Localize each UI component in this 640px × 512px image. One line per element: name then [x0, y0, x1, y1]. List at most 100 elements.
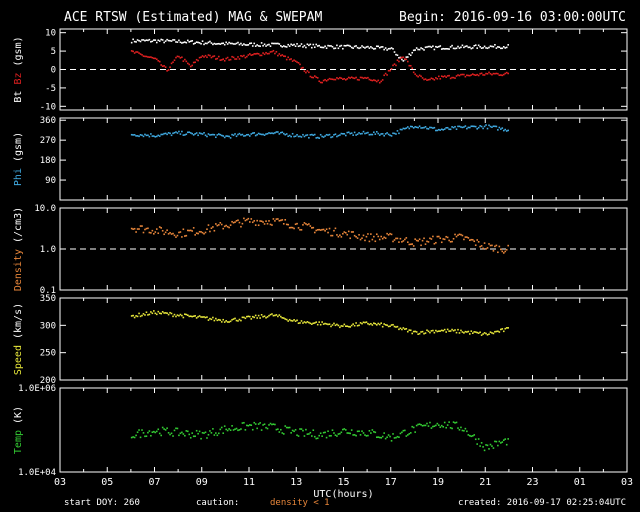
data-point-temp — [343, 428, 346, 430]
data-point-bz — [497, 72, 499, 75]
data-point-bz — [396, 59, 399, 62]
data-point-bt — [182, 41, 185, 44]
data-point-speed — [141, 314, 143, 317]
data-point-density — [424, 243, 427, 245]
data-point-speed — [483, 332, 486, 334]
data-point-density — [280, 219, 282, 222]
data-point-speed — [240, 319, 242, 322]
data-point-bt — [209, 40, 211, 43]
data-point-speed — [396, 325, 399, 328]
data-point-bz — [169, 66, 171, 68]
data-point-temp — [319, 432, 322, 435]
data-point-bz — [278, 53, 281, 55]
data-point-bt — [263, 43, 266, 46]
data-point-density — [260, 220, 263, 223]
data-point-bt — [418, 48, 421, 51]
data-point-density — [349, 237, 352, 240]
data-point-speed — [200, 316, 202, 318]
data-point-bz — [288, 58, 291, 61]
data-point-phi — [373, 131, 375, 134]
data-point-density — [181, 236, 183, 238]
data-point-bt — [477, 44, 480, 47]
data-point-density — [192, 227, 195, 229]
data-point-phi — [470, 125, 473, 128]
data-point-density — [466, 236, 468, 238]
data-point-phi — [432, 127, 434, 129]
data-point-speed — [247, 315, 250, 318]
data-point-speed — [293, 319, 295, 321]
data-point-speed — [408, 329, 411, 331]
data-point-bt — [253, 42, 256, 45]
data-point-speed — [371, 324, 374, 326]
data-point-bz — [316, 77, 319, 79]
data-point-bz — [263, 53, 266, 56]
y-tick-label: 10.0 — [34, 204, 56, 214]
data-point-bt — [226, 43, 229, 45]
data-point-bz — [309, 75, 312, 78]
data-point-density — [130, 227, 133, 230]
data-point-phi — [161, 133, 164, 136]
data-point-bz — [364, 76, 366, 79]
data-point-phi — [467, 126, 470, 129]
data-point-density — [141, 225, 143, 227]
data-point-temp — [325, 436, 328, 439]
data-point-bz — [436, 77, 439, 80]
data-point-phi — [256, 133, 258, 136]
data-point-density — [282, 223, 285, 225]
data-point-bt — [507, 44, 509, 46]
data-point-bz — [392, 64, 394, 67]
data-point-bt — [423, 49, 425, 51]
data-point-bz — [253, 53, 256, 55]
data-point-density — [423, 237, 425, 240]
data-point-phi — [364, 132, 366, 135]
data-point-phi — [157, 134, 160, 137]
data-point-density — [271, 224, 273, 226]
data-point-phi — [251, 132, 254, 134]
data-point-temp — [336, 435, 338, 437]
data-point-speed — [179, 313, 182, 316]
data-point-speed — [500, 328, 502, 331]
data-point-speed — [144, 314, 146, 316]
data-point-temp — [398, 436, 400, 438]
data-point-speed — [368, 323, 371, 326]
data-point-density — [170, 233, 173, 235]
data-point-temp — [347, 432, 350, 434]
data-point-temp — [399, 432, 402, 435]
data-point-bz — [250, 54, 253, 56]
data-point-bt — [281, 46, 284, 48]
data-point-temp — [500, 442, 502, 444]
data-point-phi — [158, 135, 161, 137]
data-point-bt — [325, 47, 328, 49]
data-point-phi — [398, 132, 400, 135]
data-point-bt — [495, 47, 498, 49]
data-point-bt — [191, 40, 194, 42]
data-point-speed — [169, 311, 171, 314]
data-point-speed — [210, 318, 213, 321]
data-point-temp — [370, 432, 372, 434]
data-point-speed — [401, 328, 403, 331]
data-point-bz — [432, 78, 434, 80]
data-point-phi — [476, 127, 478, 130]
data-point-speed — [163, 312, 165, 314]
data-point-phi — [262, 133, 264, 136]
data-point-bz — [130, 50, 133, 52]
data-point-density — [339, 234, 341, 237]
data-point-density — [285, 223, 288, 226]
data-point-density — [393, 239, 396, 241]
data-point-density — [191, 230, 194, 232]
data-point-speed — [172, 315, 174, 318]
data-point-bz — [219, 59, 222, 61]
data-point-phi — [330, 136, 332, 139]
data-point-density — [305, 223, 307, 225]
data-point-density — [497, 251, 499, 254]
data-point-bt — [228, 41, 230, 44]
data-point-temp — [166, 427, 168, 429]
data-point-phi — [482, 127, 484, 130]
data-point-bz — [343, 77, 346, 80]
data-point-speed — [458, 332, 461, 334]
data-point-bt — [189, 40, 192, 43]
data-point-bz — [321, 81, 323, 84]
data-point-speed — [176, 314, 179, 316]
data-point-speed — [222, 318, 225, 321]
data-point-phi — [294, 135, 297, 138]
